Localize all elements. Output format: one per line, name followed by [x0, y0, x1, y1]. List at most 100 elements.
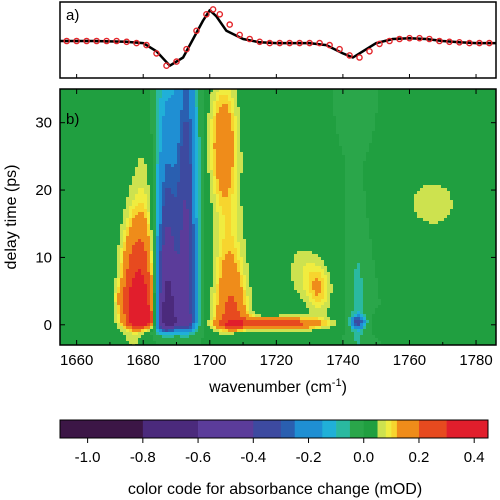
heatmap-cell: [354, 122, 358, 126]
heatmap-cell: [195, 161, 199, 165]
heatmap-cell: [348, 107, 352, 111]
heatmap-cell: [456, 128, 460, 132]
heatmap-cell: [306, 92, 310, 96]
heatmap-cell: [198, 131, 202, 135]
heatmap-cell: [330, 101, 334, 105]
heatmap-cell: [363, 149, 367, 153]
heatmap-cell: [261, 155, 265, 159]
heatmap-cell: [318, 92, 322, 96]
heatmap-cell: [309, 179, 313, 183]
heatmap-cell: [135, 140, 139, 144]
heatmap-cell: [339, 110, 343, 114]
heatmap-cell: [246, 158, 250, 162]
heatmap-cell: [285, 161, 289, 165]
heatmap-cell: [378, 182, 382, 186]
heatmap-cell: [417, 140, 421, 144]
heatmap-cell: [390, 143, 394, 147]
heatmap-cell: [354, 89, 358, 93]
heatmap-cell: [66, 128, 70, 132]
heatmap-cell: [438, 155, 442, 159]
heatmap-cell: [321, 161, 325, 165]
heatmap-cell: [300, 131, 304, 135]
heatmap-cell: [342, 137, 346, 141]
heatmap-cell: [147, 110, 151, 114]
heatmap-cell: [60, 137, 64, 141]
heatmap-cell: [234, 119, 238, 123]
heatmap-cell: [321, 122, 325, 126]
heatmap-cell: [174, 161, 178, 165]
heatmap-cell: [387, 158, 391, 162]
heatmap-cell: [255, 137, 259, 141]
heatmap-cell: [78, 149, 82, 153]
heatmap-cell: [459, 92, 463, 96]
heatmap-cell: [186, 134, 190, 138]
heatmap-cell: [183, 113, 187, 117]
heatmap-cell: [213, 182, 217, 186]
heatmap-cell: [372, 188, 376, 192]
heatmap-cell: [465, 128, 469, 132]
heatmap-cell: [315, 119, 319, 123]
heatmap-cell: [120, 137, 124, 141]
heatmap-cell: [132, 170, 136, 174]
heatmap-cell: [120, 173, 124, 177]
heatmap-cell: [324, 164, 328, 168]
heatmap-cell: [435, 137, 439, 141]
heatmap-cell: [198, 173, 202, 177]
heatmap-cell: [90, 161, 94, 165]
heatmap-cell: [240, 110, 244, 114]
heatmap-cell: [285, 152, 289, 156]
heatmap-cell: [63, 116, 67, 120]
heatmap-cell: [459, 173, 463, 177]
heatmap-cell: [216, 110, 220, 114]
heatmap-cell: [66, 170, 70, 174]
heatmap-cell: [75, 164, 79, 168]
heatmap-cell: [357, 140, 361, 144]
heatmap-cell: [333, 155, 337, 159]
heatmap-cell: [189, 101, 193, 105]
heatmap-cell: [66, 98, 70, 102]
heatmap-cell: [255, 161, 259, 165]
heatmap-cell: [426, 131, 430, 135]
heatmap-cell: [303, 119, 307, 123]
heatmap-cell: [66, 182, 70, 186]
data-point: [306, 39, 313, 47]
heatmap-cell: [459, 161, 463, 165]
heatmap-cell: [237, 176, 241, 180]
heatmap-cell: [339, 152, 343, 156]
heatmap-cell: [288, 149, 292, 153]
heatmap-cell: [138, 146, 142, 150]
heatmap-cell: [477, 113, 481, 117]
heatmap-cell: [492, 143, 496, 147]
heatmap-cell: [207, 155, 211, 159]
heatmap-cell: [381, 188, 385, 192]
heatmap-cell: [471, 119, 475, 123]
heatmap-cell: [270, 104, 274, 108]
heatmap-cell: [258, 179, 262, 183]
heatmap-cell: [456, 161, 460, 165]
heatmap-cell: [324, 149, 328, 153]
heatmap-cell: [384, 143, 388, 147]
heatmap-cell: [279, 155, 283, 159]
heatmap-cell: [78, 104, 82, 108]
heatmap-cell: [168, 137, 172, 141]
heatmap-cell: [399, 155, 403, 159]
heatmap-cell: [474, 137, 478, 141]
heatmap-cell: [210, 152, 214, 156]
heatmap-cell: [132, 89, 136, 93]
heatmap-cell: [486, 152, 490, 156]
heatmap-cell: [219, 167, 223, 171]
heatmap-cell: [258, 146, 262, 150]
heatmap-cell: [117, 107, 121, 111]
heatmap-cell: [234, 101, 238, 105]
heatmap-cell: [441, 104, 445, 108]
heatmap-cell: [477, 161, 481, 165]
heatmap-cell: [78, 95, 82, 99]
heatmap-cell: [126, 137, 130, 141]
heatmap-cell: [372, 167, 376, 171]
heatmap-cell: [132, 116, 136, 120]
heatmap-cell: [261, 125, 265, 129]
heatmap-cell: [279, 101, 283, 105]
heatmap-cell: [99, 107, 103, 111]
heatmap-cell: [468, 92, 472, 96]
heatmap-cell: [417, 185, 421, 189]
